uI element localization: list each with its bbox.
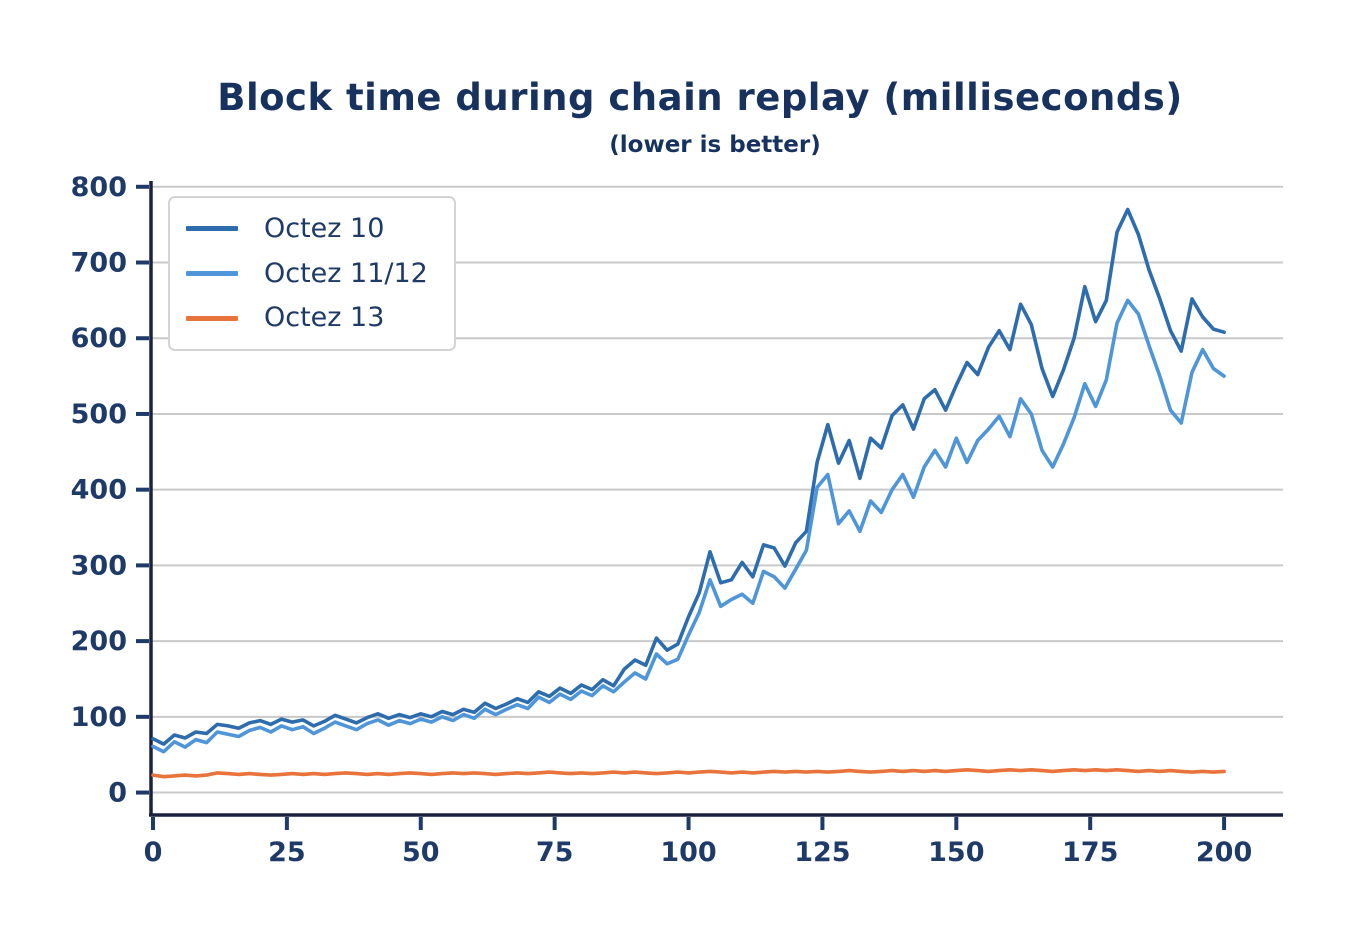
x-tick-label: 175	[1062, 837, 1118, 868]
y-tick-label: 700	[71, 248, 127, 279]
x-tick-label: 25	[268, 837, 306, 868]
legend: Octez 10 Octez 11/12 Octez 13	[168, 196, 456, 352]
legend-swatch-icon	[186, 271, 238, 277]
y-tick-label: 200	[71, 626, 127, 657]
legend-label: Octez 13	[264, 302, 385, 334]
legend-swatch-icon	[186, 226, 238, 232]
x-tick-label: 200	[1196, 837, 1252, 868]
chart-subtitle: (lower is better)	[609, 132, 821, 158]
x-tick-label: 50	[402, 837, 440, 868]
legend-swatch-icon	[186, 315, 238, 321]
legend-item: Octez 13	[186, 303, 428, 333]
x-tick-label: 150	[928, 837, 984, 868]
legend-label: Octez 10	[264, 213, 385, 244]
y-tick-label: 400	[71, 475, 127, 506]
legend-item: Octez 10	[186, 214, 428, 244]
series-line-octez-10	[151, 207, 1226, 746]
chart-title: Block time during chain replay (millisec…	[217, 76, 1183, 119]
series-line-octez-13	[151, 767, 1226, 779]
x-tick-label: 125	[794, 837, 850, 868]
x-tick-label: 75	[536, 837, 574, 868]
x-tick-label: 0	[144, 837, 163, 868]
y-tick-label: 300	[71, 550, 127, 581]
legend-item: Octez 11/12	[186, 257, 428, 289]
y-tick-label: 800	[71, 172, 127, 203]
y-tick-label: 600	[71, 323, 127, 354]
y-tick-label: 100	[71, 702, 127, 733]
y-tick-label: 0	[108, 778, 127, 809]
legend-label: Octez 11/12	[264, 257, 428, 289]
y-tick-label: 500	[71, 399, 127, 430]
series-line-octez-11-12	[151, 298, 1226, 754]
x-tick-label: 100	[660, 837, 716, 868]
